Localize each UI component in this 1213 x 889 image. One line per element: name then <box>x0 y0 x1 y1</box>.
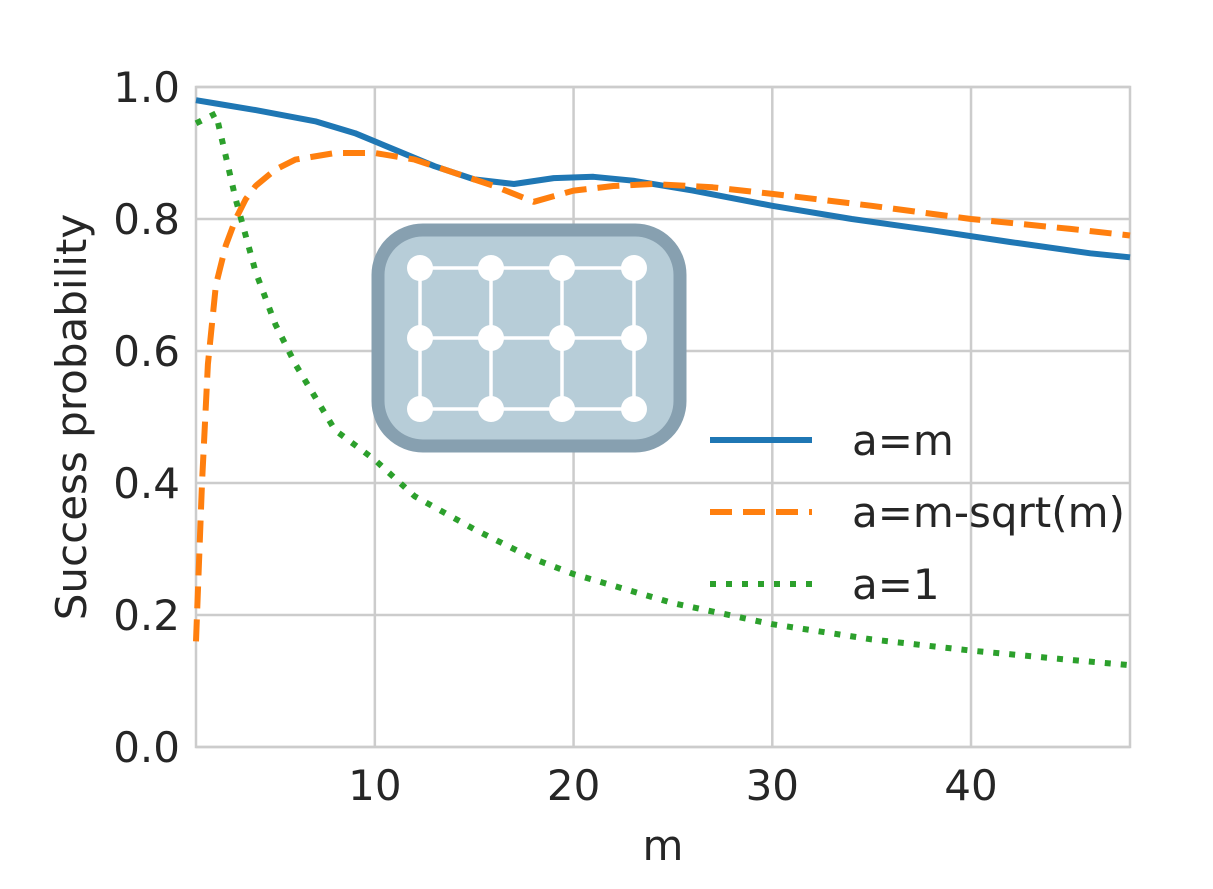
y-tick-label: 1.0 <box>113 63 180 112</box>
x-tick-label: 20 <box>547 761 600 810</box>
y-tick-label: 0.0 <box>113 723 180 772</box>
grid-graph-icon-node <box>407 325 433 351</box>
x-tick-labels: 10 20 30 40 <box>348 761 998 810</box>
y-tick-labels: 0.0 0.2 0.4 0.6 0.8 1.0 <box>113 63 180 772</box>
x-tick-label: 10 <box>348 761 401 810</box>
y-axis-label: Success probability <box>47 214 96 621</box>
grid-graph-icon-node <box>621 396 647 422</box>
grid-graph-icon-node <box>621 255 647 281</box>
grid-graph-icon-node <box>407 396 433 422</box>
series-layer <box>193 97 1131 669</box>
grid-graph-icon-node <box>478 325 504 351</box>
grid-graph-icon-node <box>407 255 433 281</box>
y-tick-label: 0.8 <box>113 195 180 244</box>
legend-label-2: a=m-sqrt(m) <box>852 488 1125 537</box>
legend: a=m a=m-sqrt(m) a=1 <box>710 416 1125 609</box>
grid-graph-icon-node <box>478 396 504 422</box>
y-tick-label: 0.4 <box>113 459 180 508</box>
legend-label-3: a=1 <box>852 560 940 609</box>
legend-label-1: a=m <box>852 416 954 465</box>
grid-graph-icon-node <box>621 325 647 351</box>
x-tick-label: 30 <box>746 761 799 810</box>
series-line-1 <box>195 97 1131 261</box>
series-line-2 <box>193 150 1131 642</box>
y-tick-label: 0.6 <box>113 327 180 376</box>
grid-graph-icon-node <box>478 255 504 281</box>
grid-graph-icon-node <box>549 325 575 351</box>
grid-graph-icon <box>371 223 687 453</box>
grid-graph-icon-node <box>549 396 575 422</box>
x-axis-label: m <box>643 821 684 870</box>
y-tick-label: 0.2 <box>113 591 180 640</box>
grid-graph-icon-node <box>549 255 575 281</box>
series-line-3 <box>194 110 1131 669</box>
plot-frame <box>194 85 1132 749</box>
x-tick-label: 40 <box>944 761 997 810</box>
